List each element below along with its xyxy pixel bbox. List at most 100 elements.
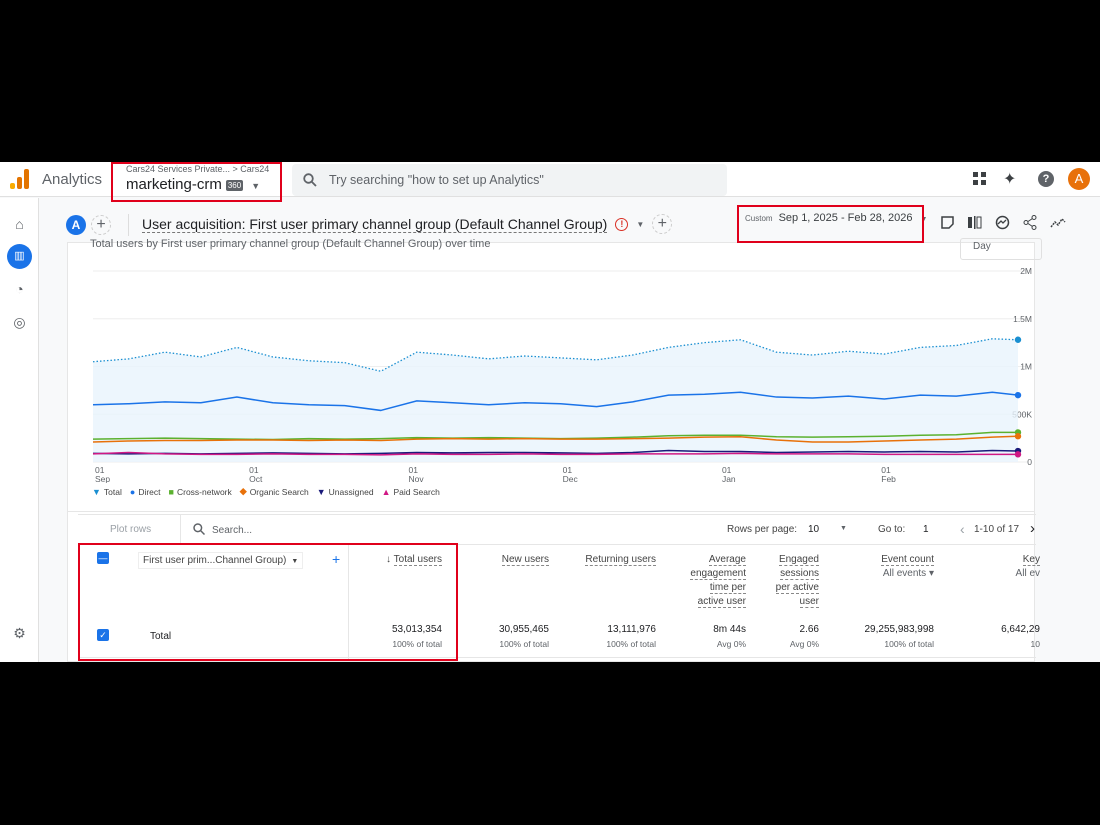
table-search-input[interactable]: Search... — [212, 525, 253, 536]
series-line-direct — [92, 391, 1019, 412]
x-tick-day: 01 — [408, 465, 418, 475]
event-filter-dropdown[interactable]: All events ▾ — [882, 568, 934, 579]
total-row-checkbox[interactable]: ✓ — [97, 629, 109, 641]
search-icon — [193, 523, 205, 535]
total-area — [93, 338, 1018, 462]
search-bar[interactable]: Try searching "how to set up Analytics" — [292, 164, 727, 196]
search-placeholder: Try searching "how to set up Analytics" — [329, 173, 544, 187]
x-tick-day: 01 — [249, 465, 259, 475]
y-tick-label: 1M — [1020, 362, 1032, 372]
select-all-checkbox[interactable]: — — [97, 552, 109, 564]
total-share: 100% of total — [606, 639, 656, 649]
home-icon[interactable]: ⌂ — [15, 216, 24, 232]
legend-pin-icon: ▼ — [92, 486, 101, 497]
legend-item[interactable]: ▼ Total — [92, 486, 122, 497]
sort-desc-icon: ↓ — [386, 554, 394, 565]
chevron-down-icon: ▼ — [251, 181, 261, 191]
col-total-users[interactable]: ↓ Total users — [386, 554, 442, 566]
chevron-down-icon: ▼ — [920, 216, 928, 223]
rows-per-page-label: Rows per page: — [727, 524, 798, 535]
col-new-users[interactable]: New users — [501, 554, 549, 566]
total-share: 100% of total — [392, 639, 442, 649]
search-icon — [303, 173, 317, 187]
legend-triangle-up-icon: ▲ — [381, 486, 391, 497]
x-tick-month: Sep — [95, 474, 110, 483]
analytics-logo-icon[interactable] — [10, 169, 30, 189]
app-name: Analytics — [42, 171, 103, 188]
rows-per-page-select[interactable]: 10 — [808, 524, 820, 535]
line-chart: 0500K1M1.5M2M01Sep01Oct01Nov01Dec01Jan01… — [92, 266, 1032, 483]
advertising-icon[interactable]: ◎ — [13, 314, 26, 330]
legend-label: Unassigned — [328, 486, 374, 497]
chart-card: Total users by First user primary channe… — [67, 238, 1042, 512]
x-tick-day: 01 — [563, 465, 573, 475]
sparkle-ai-icon[interactable]: ✦ — [1003, 171, 1017, 188]
prev-page-icon[interactable]: ‹ — [960, 521, 965, 537]
explore-icon[interactable]: ◔ — [15, 281, 24, 297]
series-end-marker — [1014, 391, 1022, 399]
x-tick-month: Dec — [563, 474, 579, 483]
360-badge: 360 — [225, 179, 244, 191]
share-icon[interactable] — [1023, 215, 1037, 230]
add-comparison-button[interactable]: + — [91, 215, 111, 235]
total-value: 53,013,354 — [391, 624, 442, 635]
expand-chevron-icon[interactable]: › — [32, 654, 46, 662]
apps-grid-icon[interactable] — [973, 172, 987, 186]
dimension-selector[interactable]: First user prim...Channel Group) ▼ — [138, 552, 304, 569]
top-header: Analytics Cars24 Services Private... > C… — [0, 162, 1100, 197]
analytics-app: Analytics Cars24 Services Private... > C… — [0, 162, 1100, 662]
legend-item[interactable]: ▲ Paid Search — [382, 486, 440, 497]
series-line-organic-search — [92, 435, 1019, 443]
chevron-down-icon[interactable]: ▼ — [840, 525, 847, 532]
legend-label: Direct — [138, 486, 161, 497]
help-icon[interactable]: ? — [1038, 171, 1054, 187]
total-share: 10 — [1030, 639, 1040, 649]
title-dropdown-icon[interactable]: ▼ — [636, 219, 645, 229]
annotation-icon[interactable] — [941, 216, 954, 229]
total-value: 30,955,465 — [498, 624, 549, 635]
date-range-picker[interactable]: Custom Sep 1, 2025 - Feb 28, 2026 ▼ — [745, 212, 927, 224]
legend-item[interactable]: ◆ Organic Search — [240, 486, 309, 497]
left-nav-rail: ⌂ ▥ ◔ ◎ ⚙ › — [0, 198, 41, 662]
col-engaged-sessions[interactable]: Engaged sessions per active user — [775, 554, 819, 608]
total-row-label: Total — [150, 631, 172, 642]
settings-gear-icon[interactable]: ⚙ — [13, 625, 26, 641]
x-tick-month: Oct — [249, 474, 263, 483]
compare-columns-icon[interactable] — [968, 216, 982, 229]
property-selector[interactable]: Cars24 Services Private... > Cars24 mark… — [126, 164, 269, 193]
date-mode-label: Custom — [745, 214, 773, 223]
legend-item[interactable]: ● Direct — [130, 486, 161, 497]
avatar[interactable]: A — [1068, 168, 1090, 190]
x-tick-day: 01 — [95, 465, 105, 475]
legend-circle-icon: ● — [129, 486, 136, 497]
total-value: 2.66 — [799, 624, 819, 635]
goto-label: Go to: — [878, 524, 906, 535]
total-value: 6,642,29 — [1001, 624, 1040, 635]
legend-label: Paid Search — [393, 486, 440, 497]
insights-icon[interactable] — [995, 215, 1010, 230]
col-key-events[interactable]: Key All ev — [1015, 554, 1040, 579]
report-title[interactable]: User acquisition: First user primary cha… — [142, 215, 608, 233]
reports-icon[interactable]: ▥ — [7, 244, 32, 269]
total-share: 100% of total — [499, 639, 549, 649]
legend-label: Organic Search — [249, 486, 309, 497]
comparison-chip[interactable]: A — [66, 215, 86, 235]
col-avg-engagement[interactable]: Average engagement time per active user — [690, 554, 746, 608]
trend-sparkline-icon[interactable] — [1050, 216, 1066, 228]
col-returning-users[interactable]: Returning users — [585, 554, 656, 566]
total-share: Avg 0% — [789, 639, 819, 649]
granularity-dropdown[interactable]: Day — [960, 238, 1042, 260]
property-name: marketing-crm — [126, 176, 222, 193]
report-toolbar: A + User acquisition: First user primary… — [40, 198, 1100, 242]
col-event-count[interactable]: Event count All events ▾ — [881, 554, 934, 579]
goto-input[interactable]: 1 — [923, 524, 929, 535]
plot-rows-button[interactable]: Plot rows — [110, 524, 152, 535]
series-line-paid-search — [92, 451, 1018, 456]
legend-item[interactable]: ■ Cross-network — [169, 486, 232, 497]
warning-icon[interactable]: ! — [615, 217, 629, 231]
add-dimension-button[interactable]: + — [332, 551, 341, 567]
add-button[interactable]: + — [652, 214, 673, 234]
next-page-icon[interactable]: › — [1030, 520, 1035, 537]
legend-item[interactable]: ▼ Unassigned — [317, 486, 374, 497]
dimension-label: First user prim...Channel Group) — [143, 555, 287, 566]
